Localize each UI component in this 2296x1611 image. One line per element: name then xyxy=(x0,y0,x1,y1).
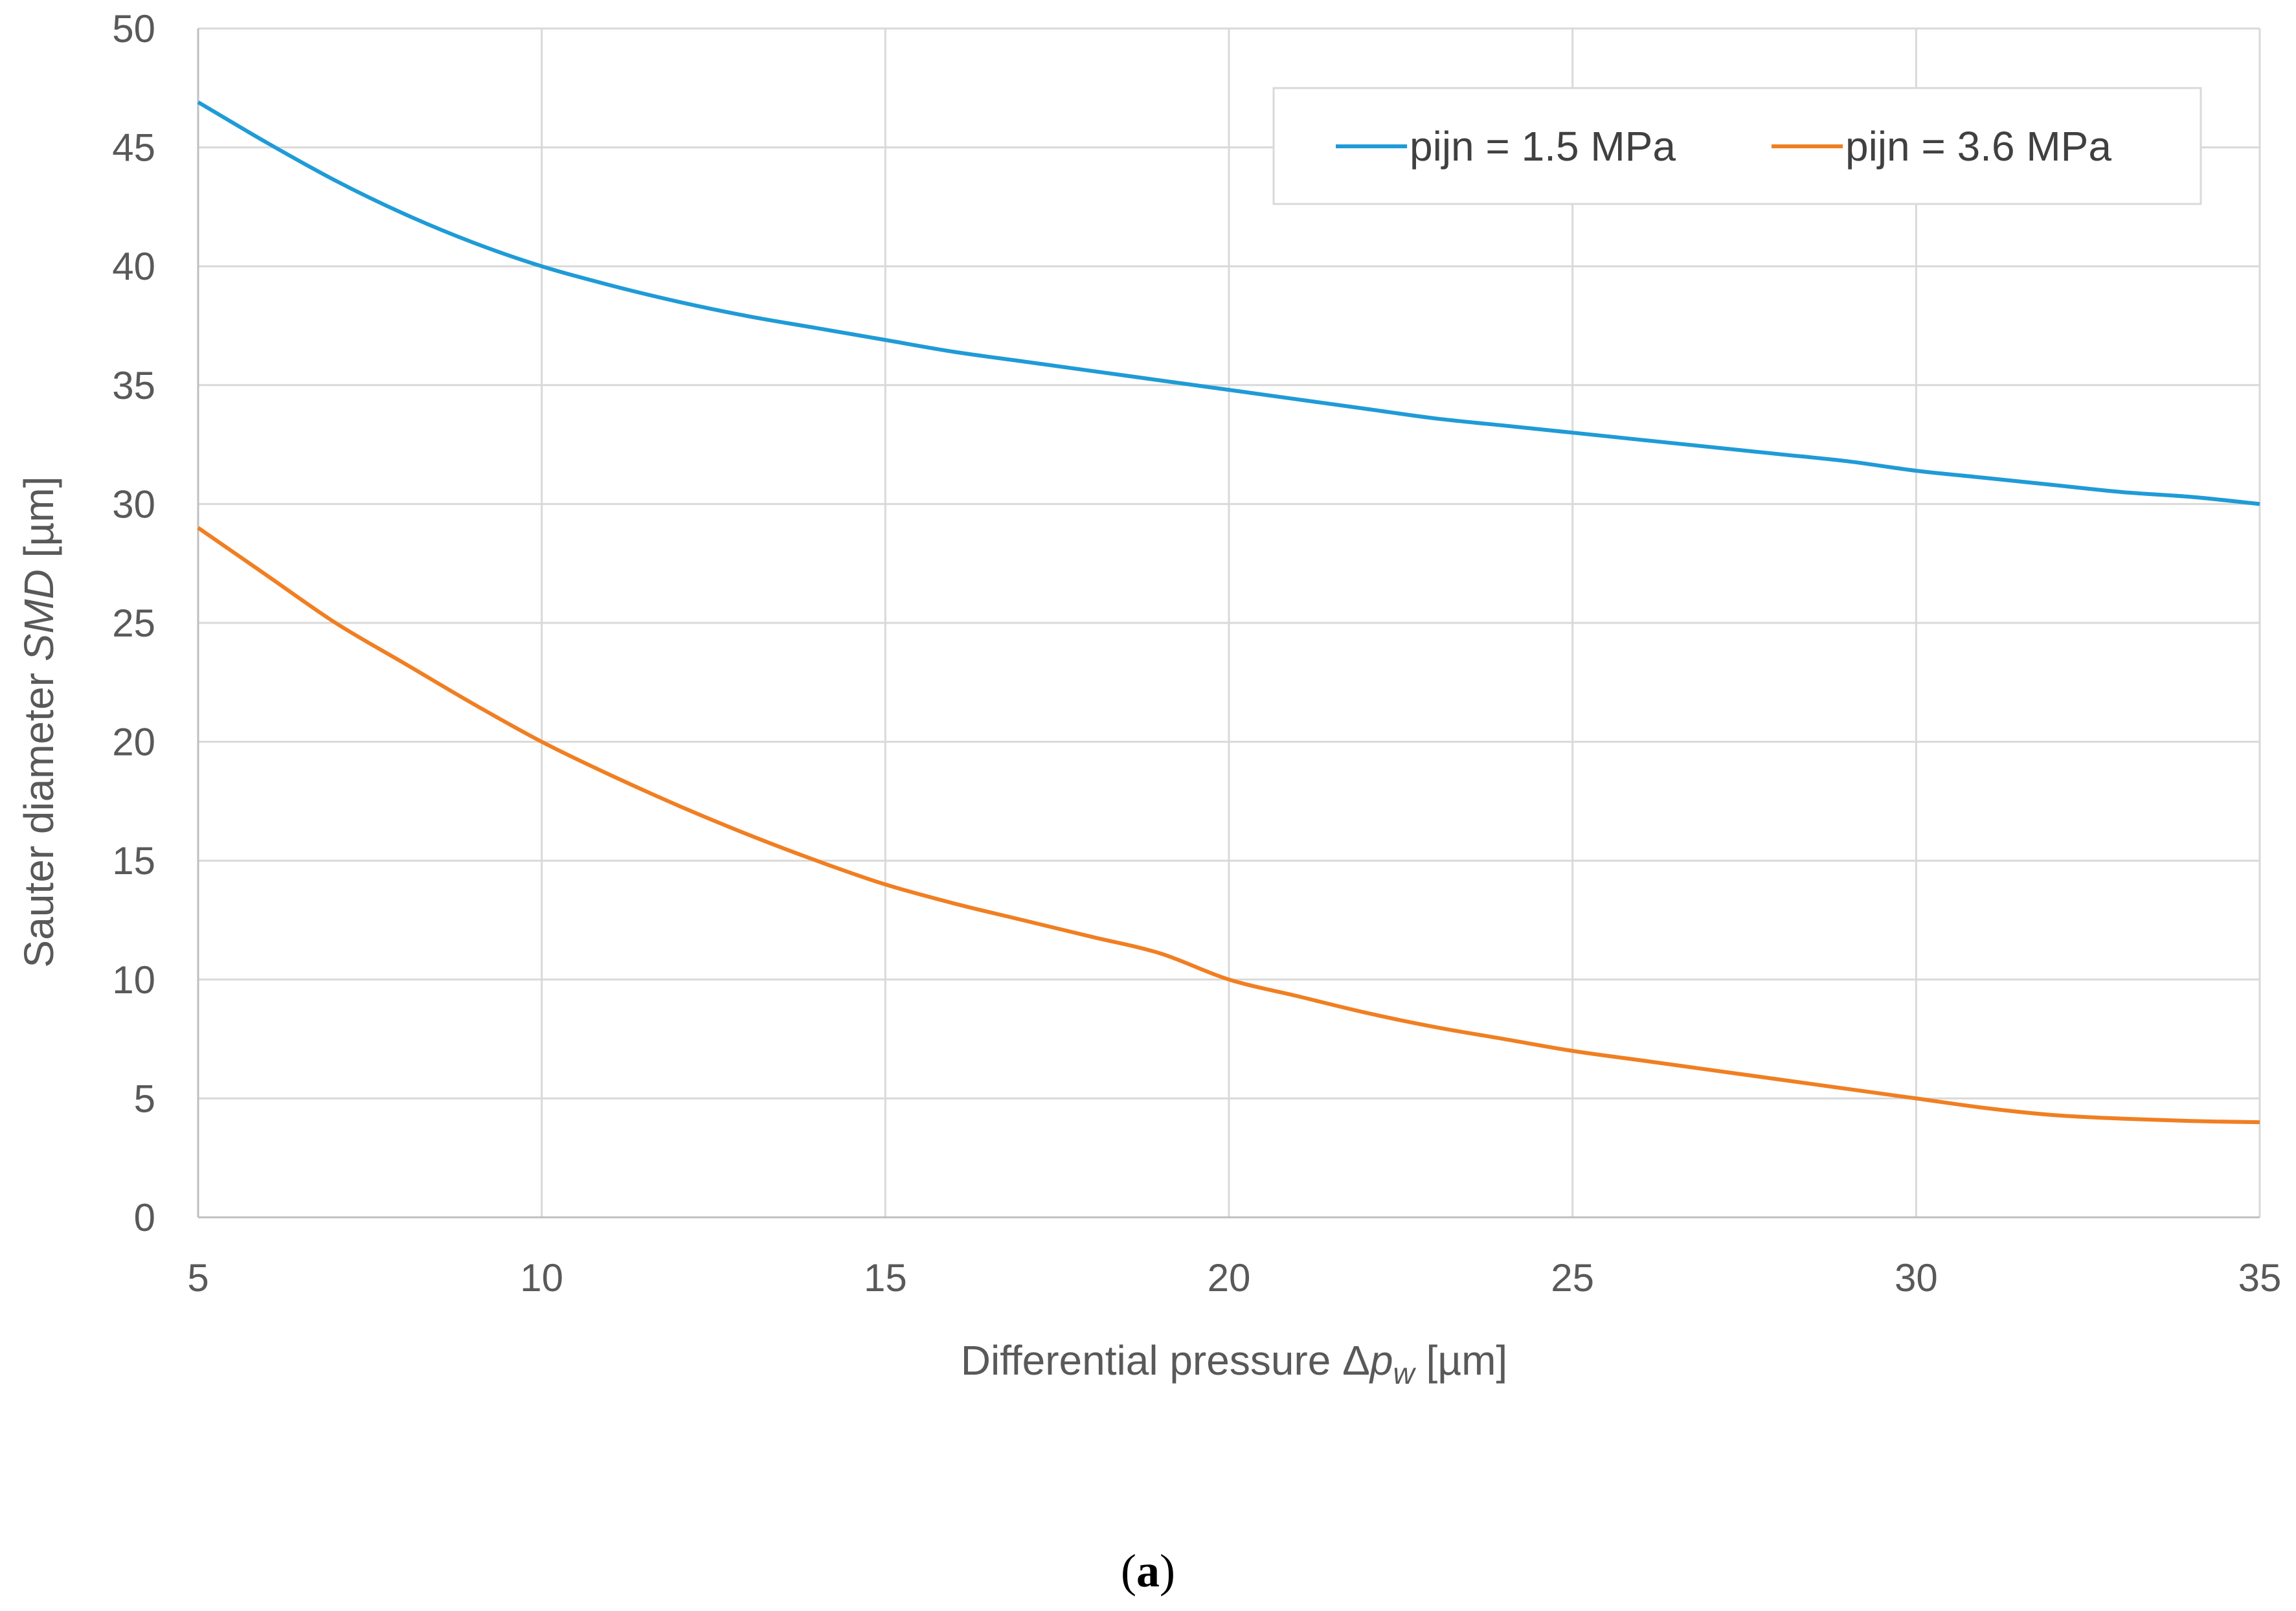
x-tick-label-30: 30 xyxy=(1895,1256,1938,1300)
figure-caption: (a) xyxy=(1121,1545,1175,1597)
y-axis-title: Sauter diameter SMD [µm] xyxy=(16,477,62,968)
y-tick-label-35: 35 xyxy=(112,364,155,407)
y-tick-label-25: 25 xyxy=(112,602,155,645)
y-axis-title-suffix: [µm] xyxy=(16,477,62,570)
x-axis-title-suffix: [µm] xyxy=(1415,1337,1508,1384)
y-tick-label-15: 15 xyxy=(112,839,155,883)
legend-label-series-2: pijn = 3.6 MPa xyxy=(1845,123,2111,170)
y-tick-label-10: 10 xyxy=(112,958,155,1002)
x-axis-title-prefix: Differential pressure Δ xyxy=(961,1337,1370,1384)
series-line-2 xyxy=(197,526,2260,1125)
caption-close: ) xyxy=(1160,1545,1175,1597)
y-axis-title-prefix: Sauter diameter xyxy=(16,661,62,967)
legend-box xyxy=(1272,87,2202,205)
y-tick-label-40: 40 xyxy=(112,245,155,288)
x-tick-label-10: 10 xyxy=(520,1256,563,1300)
y-tick-label-20: 20 xyxy=(112,721,155,764)
x-tick-label-15: 15 xyxy=(864,1256,907,1300)
caption-open: ( xyxy=(1121,1545,1136,1597)
caption-letter: a xyxy=(1136,1545,1160,1597)
x-tick-label-5: 5 xyxy=(187,1256,208,1300)
x-axis-title: Differential pressure Δpw [µm] xyxy=(961,1337,1507,1390)
x-axis-title-variable: p xyxy=(1369,1337,1393,1384)
x-tick-label-25: 25 xyxy=(1551,1256,1594,1300)
y-tick-label-30: 30 xyxy=(112,482,155,526)
y-tick-label-0: 0 xyxy=(134,1196,155,1239)
y-tick-label-45: 45 xyxy=(112,126,155,170)
series-lines xyxy=(197,100,2260,1125)
series-line-1 xyxy=(197,100,2260,506)
x-tick-label-35: 35 xyxy=(2238,1256,2282,1300)
grid-lines xyxy=(198,27,2261,1217)
axes xyxy=(197,28,2260,1219)
legend: pijn = 1.5 MPa pijn = 3.6 MPa xyxy=(1272,87,2202,205)
y-tick-label-50: 50 xyxy=(112,7,155,51)
y-tick-label-5: 5 xyxy=(134,1077,155,1120)
x-axis-title-subscript: w xyxy=(1393,1357,1416,1390)
legend-label-series-1: pijn = 1.5 MPa xyxy=(1410,123,1676,170)
x-tick-label-20: 20 xyxy=(1208,1256,1251,1300)
y-axis-title-variable: SMD xyxy=(16,569,62,661)
